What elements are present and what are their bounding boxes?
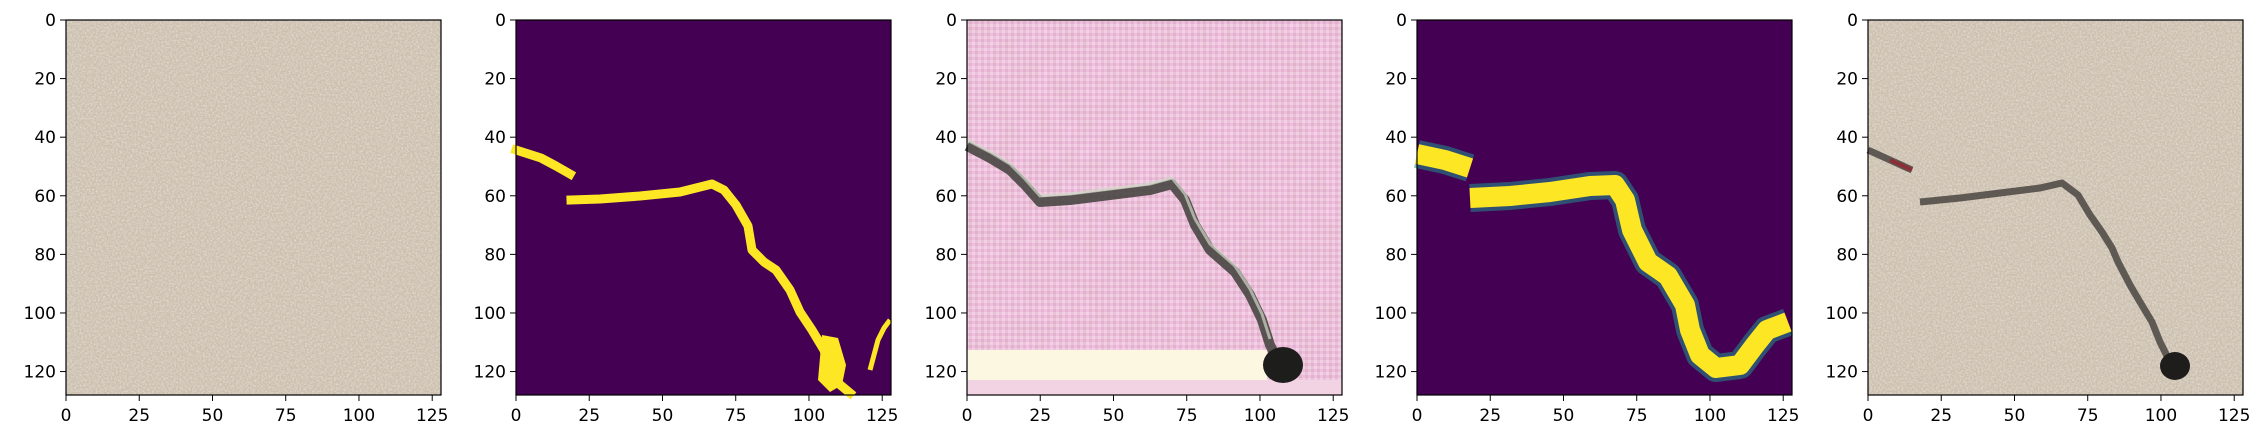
crack-mask-branch: [867, 318, 892, 371]
y-tick-label: 120: [1375, 363, 1407, 383]
x-tick-label: 100: [2145, 406, 2177, 426]
y-tick-label: 20: [34, 70, 56, 90]
panel-sand-with-crack: [1866, 19, 2244, 396]
x-tick-label: 75: [725, 406, 747, 426]
y-tick-label: 60: [484, 187, 506, 207]
y-tick-label: 120: [474, 363, 506, 383]
bright-bottom-band: [967, 350, 1267, 380]
x-tick-label: 75: [275, 406, 297, 426]
panel-3-axes: 0 25 50 75 100 125 0 20 40 60 80 100 120: [925, 11, 1350, 426]
y-tick-label: 120: [24, 363, 56, 383]
y-tick-label: 100: [925, 304, 957, 324]
y-tick-label: 0: [45, 11, 56, 31]
x-tick-label: 0: [962, 406, 973, 426]
y-tick-label: 40: [484, 128, 506, 148]
y-tick-label: 100: [24, 304, 56, 324]
x-tick-label: 50: [1553, 406, 1575, 426]
y-tick-label: 80: [1385, 245, 1407, 265]
overlay-crack-blob: [2160, 352, 2190, 380]
panel-sand-texture: [65, 19, 442, 396]
y-tick-label: 20: [1385, 70, 1407, 90]
y-tick-label: 100: [474, 304, 506, 324]
y-tick-label: 0: [1396, 11, 1407, 31]
x-tick-label: 25: [1029, 406, 1051, 426]
x-tick-label: 25: [578, 406, 600, 426]
y-tick-label: 20: [935, 70, 957, 90]
x-tick-label: 25: [1479, 406, 1501, 426]
y-tick-label: 60: [1385, 187, 1407, 207]
generated-crack-line: [964, 141, 1294, 379]
x-tick-label: 25: [128, 406, 150, 426]
x-tick-label: 50: [2004, 406, 2026, 426]
x-tick-label: 50: [202, 406, 224, 426]
y-tick-label: 40: [1385, 128, 1407, 148]
y-tick-label: 80: [34, 245, 56, 265]
panel-2-axes: 0 25 50 75 100 125 0 20 40 60 80 100 120: [474, 11, 899, 426]
x-tick-label: 125: [1317, 406, 1349, 426]
y-tick-label: 120: [1826, 363, 1858, 383]
y-tick-label: 80: [484, 245, 506, 265]
x-tick-label: 75: [2077, 406, 2099, 426]
axes-layer: 0 25 50 75 100 125 0 20 40 60 80 100 120 0 25 50 75 100 12…: [24, 11, 2251, 426]
y-tick-label: 80: [935, 245, 957, 265]
generated-crack-blob: [1263, 347, 1303, 383]
x-tick-label: 125: [416, 406, 448, 426]
y-tick-label: 60: [935, 187, 957, 207]
x-tick-label: 100: [343, 406, 375, 426]
x-tick-label: 50: [1103, 406, 1125, 426]
y-tick-label: 0: [946, 11, 957, 31]
x-tick-label: 0: [1863, 406, 1874, 426]
y-tick-label: 120: [925, 363, 957, 383]
x-tick-label: 100: [1244, 406, 1276, 426]
wide-mask-stroke: [1414, 144, 1792, 378]
y-tick-label: 0: [495, 11, 506, 31]
x-tick-label: 0: [61, 406, 72, 426]
y-tick-label: 40: [34, 128, 56, 148]
y-tick-label: 20: [484, 70, 506, 90]
y-tick-label: 80: [1836, 245, 1858, 265]
y-tick-label: 20: [1836, 70, 1858, 90]
crack-mask-blob: [818, 335, 846, 392]
panel-crack-mask-wide: [1414, 19, 1793, 396]
y-tick-label: 60: [34, 187, 56, 207]
y-tick-label: 60: [1836, 187, 1858, 207]
x-tick-label: 100: [1694, 406, 1726, 426]
x-tick-label: 0: [1412, 406, 1423, 426]
y-tick-label: 40: [1836, 128, 1858, 148]
panel-1-axes: 0 25 50 75 100 125 0 20 40 60 80 100 120: [24, 11, 449, 426]
y-tick-label: 40: [935, 128, 957, 148]
panel-crack-mask-thin: [510, 19, 892, 400]
panel-5-axes: 0 25 50 75 100 125 0 20 40 60 80 100 120: [1826, 11, 2251, 426]
x-tick-label: 0: [511, 406, 522, 426]
x-tick-label: 125: [1767, 406, 1799, 426]
x-tick-label: 100: [793, 406, 825, 426]
x-tick-label: 50: [652, 406, 674, 426]
y-tick-label: 100: [1826, 304, 1858, 324]
x-tick-label: 125: [2218, 406, 2250, 426]
x-tick-label: 25: [1930, 406, 1952, 426]
y-tick-label: 0: [1847, 11, 1858, 31]
x-tick-label: 75: [1626, 406, 1648, 426]
x-tick-label: 125: [866, 406, 898, 426]
x-tick-label: 75: [1176, 406, 1198, 426]
y-tick-label: 100: [1375, 304, 1407, 324]
panel-generated-crack: [964, 19, 1343, 396]
panel-4-axes: 0 25 50 75 100 125 0 20 40 60 80 100 120: [1375, 11, 1800, 426]
